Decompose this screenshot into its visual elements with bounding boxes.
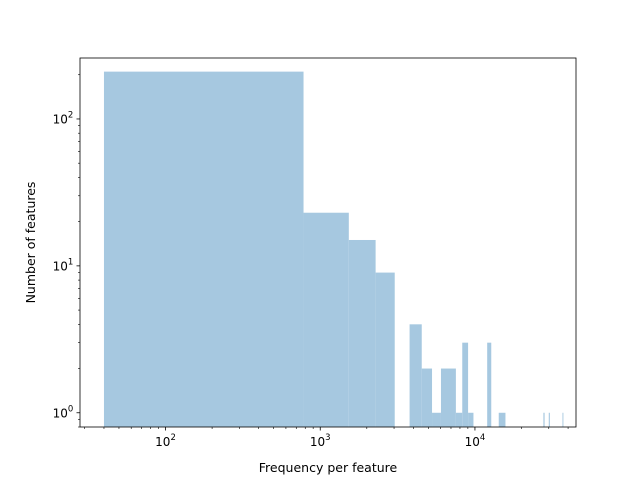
histogram-bar xyxy=(543,412,545,427)
histogram-bar xyxy=(421,368,433,427)
histogram-bar xyxy=(375,272,395,427)
x-tick-label: 104 xyxy=(465,433,486,449)
y-axis-ticks: 100 101 102 xyxy=(53,74,80,428)
histogram-bar xyxy=(303,212,349,427)
histogram-bar xyxy=(409,324,422,427)
histogram-bar xyxy=(487,342,492,427)
histogram-bar xyxy=(455,412,463,427)
histogram-bar xyxy=(548,412,550,427)
x-tick-label: 103 xyxy=(310,433,331,449)
histogram-bar xyxy=(498,412,506,427)
y-tick-label: 101 xyxy=(53,257,74,273)
histogram-bar xyxy=(440,368,456,427)
histogram-bars xyxy=(103,71,564,427)
histogram-bar xyxy=(462,342,469,427)
y-tick-label: 102 xyxy=(53,110,74,126)
histogram-bar xyxy=(432,412,441,427)
x-axis-label: Frequency per feature xyxy=(259,460,398,475)
y-axis-label: Number of features xyxy=(23,182,38,304)
x-axis-ticks: 102 103 104 xyxy=(84,427,569,449)
plot-frame xyxy=(79,57,577,428)
histogram-bar xyxy=(562,412,564,427)
histogram-bar xyxy=(103,71,304,427)
histogram-bar xyxy=(348,239,376,427)
histogram-bar xyxy=(468,412,474,427)
y-tick-label: 100 xyxy=(53,404,74,420)
x-tick-label: 102 xyxy=(155,433,176,449)
